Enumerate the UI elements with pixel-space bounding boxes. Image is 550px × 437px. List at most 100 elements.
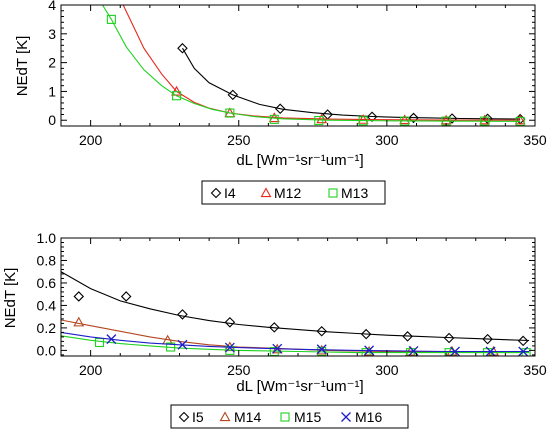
- data-point-i5: [443, 332, 455, 344]
- data-point-i4: [227, 89, 239, 101]
- legend-item-i5: I5: [178, 409, 204, 425]
- x-tick-label: 200: [79, 362, 103, 378]
- upper-y-axis-label: NEdT [K]: [14, 36, 31, 97]
- data-point-i4: [366, 111, 378, 123]
- upper-legend-box: [201, 180, 386, 205]
- data-point-m16: [177, 339, 188, 350]
- data-point-m15: [225, 345, 235, 355]
- y-tick-label: 0.0: [37, 342, 57, 358]
- legend-item-m14: M14: [219, 409, 261, 425]
- lower-ticks-layer: 200 250 300 350 0.0 0.2 0.4 0.6 0.8 1.0: [37, 230, 547, 378]
- data-point-i4: [274, 103, 286, 114]
- legend-triangle-shape: [260, 187, 272, 198]
- legend-x-shape: [341, 412, 351, 422]
- data-point-m12: [357, 114, 369, 124]
- y-tick-label: 0.4: [37, 297, 57, 313]
- series-markers-m15: [94, 337, 531, 356]
- data-point-m16: [224, 342, 235, 353]
- data-point-m12: [399, 114, 411, 125]
- y-tick-label: 0.2: [37, 320, 57, 336]
- data-point-m15: [166, 342, 176, 352]
- legend-label-m14: M14: [234, 409, 261, 425]
- series-line-i4: [182, 47, 521, 120]
- data-point-i5: [120, 291, 132, 302]
- data-point-m16: [518, 346, 529, 356]
- data-point-i5: [402, 331, 413, 342]
- data-point-i5: [177, 309, 188, 320]
- data-point-i5: [360, 328, 372, 340]
- lower-y-axis-label: NEdT [K]: [2, 268, 19, 329]
- data-point-m13: [269, 114, 279, 124]
- data-point-i5: [224, 317, 236, 328]
- series-line-m12: [122, 5, 521, 121]
- legend-triangle-marker: [219, 411, 231, 422]
- legend-diamond-marker: [178, 411, 190, 423]
- data-point-i5: [73, 291, 85, 302]
- x-tick-label: 250: [227, 362, 251, 378]
- data-point-i5: [517, 335, 529, 347]
- series-line-m13: [102, 5, 521, 122]
- y-tick-label: 3: [48, 26, 56, 42]
- upper-x-axis-label: dL [Wm⁻¹sr⁻¹um⁻¹]: [236, 152, 363, 169]
- data-point-m16: [316, 344, 327, 355]
- data-point-m13: [106, 14, 116, 24]
- data-point-m16: [106, 334, 117, 345]
- series-line-m14: [61, 319, 530, 353]
- legend-item-m16: M16: [341, 409, 382, 425]
- data-point-m16: [272, 343, 283, 354]
- legend-label-i5: I5: [192, 409, 204, 425]
- data-point-m16: [364, 345, 375, 356]
- data-point-m13: [171, 91, 182, 101]
- legend-item-m13: M13: [328, 185, 368, 201]
- upper-legend: I4 M12 M13: [201, 180, 386, 205]
- series-markers-m16: [106, 334, 529, 356]
- lower-chart: 200 250 300 350 0.0 0.2 0.4 0.6 0.8 1.0 dL [Wm⁻¹s…: [2, 230, 547, 429]
- data-point-m13: [225, 108, 235, 118]
- upper-ticks-layer: 200 250 300 350 0 1 2 3 4: [48, 0, 547, 148]
- legend-square-marker: [280, 412, 290, 422]
- x-tick-label: 200: [79, 132, 103, 148]
- legend-label-m15: M15: [294, 409, 321, 425]
- y-tick-label: 2: [48, 55, 56, 71]
- lower-legend: I5 M14 M15 M16: [170, 404, 409, 429]
- y-tick-label: 0: [48, 112, 56, 128]
- legend-diamond-shape: [178, 411, 190, 423]
- data-point-m15: [361, 348, 371, 356]
- data-point-i4: [408, 112, 419, 124]
- x-tick-label: 300: [375, 132, 399, 148]
- x-tick-label: 250: [227, 132, 251, 148]
- data-point-m12: [479, 114, 491, 125]
- legend-label-i4: I4: [224, 185, 236, 201]
- upper-chart: 200 250 300 350 0 1 2 3 4 dL [Wm⁻¹sr⁻¹um⁻¹] NEdT…: [14, 0, 547, 205]
- legend-triangle-shape: [219, 411, 231, 422]
- data-point-i5: [482, 333, 493, 345]
- data-point-m13: [314, 115, 324, 126]
- x-tick-label: 300: [375, 362, 399, 378]
- data-point-m13: [358, 116, 368, 126]
- y-tick-label: 1.0: [37, 230, 57, 246]
- legend-diamond-marker: [210, 187, 222, 199]
- series-markers-i5: [73, 291, 529, 347]
- legend-square-shape: [328, 188, 338, 198]
- data-point-m12: [171, 85, 182, 96]
- legend-item-m12: M12: [260, 185, 301, 201]
- lower-series-layer: [61, 271, 531, 356]
- legend-triangle-marker: [260, 187, 272, 198]
- legend-label-m12: M12: [274, 185, 301, 201]
- data-point-i5: [269, 322, 280, 333]
- data-point-m15: [94, 337, 105, 348]
- data-point-m14: [73, 316, 85, 327]
- lower-x-axis-label: dL [Wm⁻¹sr⁻¹um⁻¹]: [236, 378, 363, 395]
- legend-item-m15: M15: [280, 409, 321, 425]
- data-point-i5: [316, 325, 327, 337]
- y-tick-label: 1: [48, 83, 56, 99]
- x-tick-label: 350: [523, 362, 547, 378]
- legend-diamond-shape: [210, 187, 222, 199]
- y-tick-label: 0.8: [37, 252, 57, 268]
- data-point-m16: [485, 346, 496, 356]
- y-tick-label: 4: [48, 0, 56, 13]
- legend-square-shape: [280, 412, 290, 422]
- data-point-m16: [450, 346, 460, 356]
- data-point-m13: [480, 116, 490, 126]
